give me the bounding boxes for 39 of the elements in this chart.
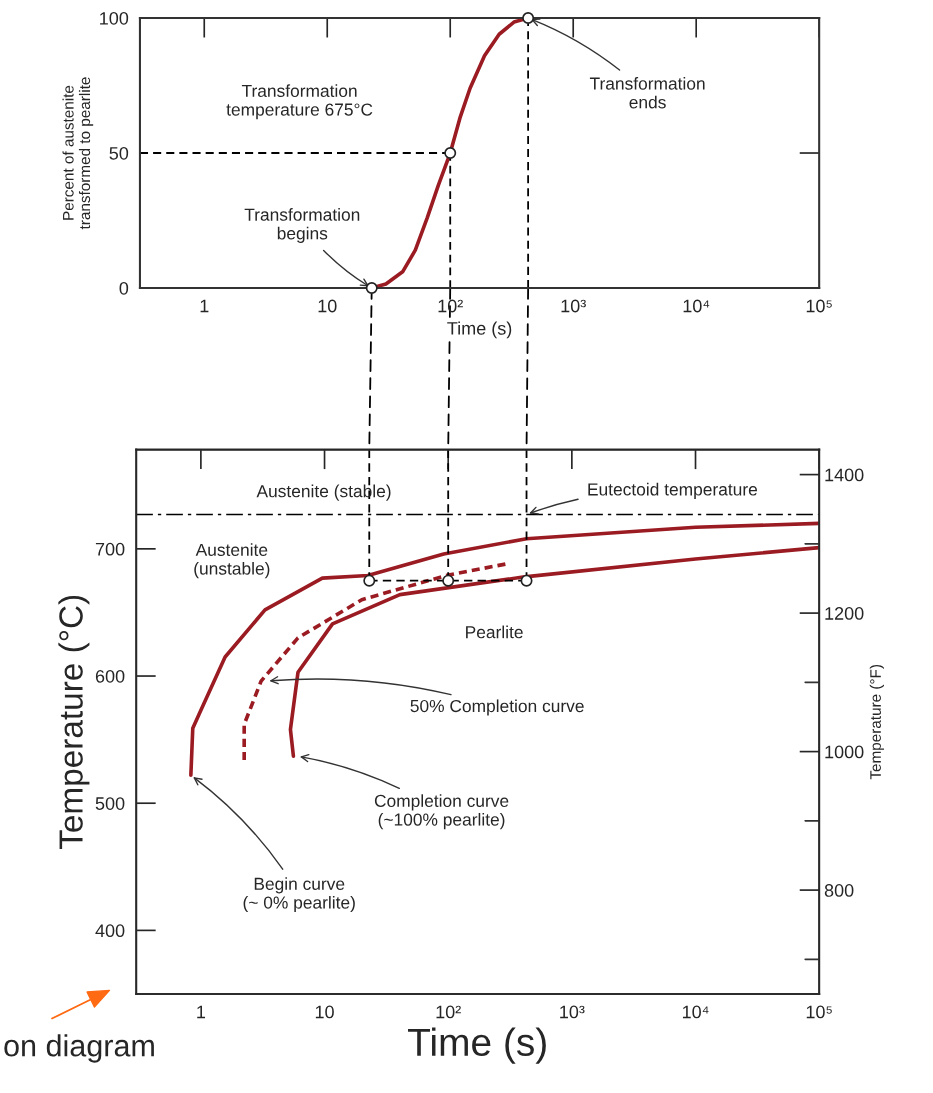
annotation: Transformation begins [244, 208, 360, 243]
x-tick-label: 10² [438, 299, 463, 313]
y2-tick-label: 1400 [825, 468, 864, 482]
annotation: Eutectoid temperature [588, 482, 758, 499]
y2-tick-label: 800 [824, 884, 854, 897]
y-tick-label: 100 [100, 11, 129, 25]
annotation: Completion curve (~100% pearlite) [374, 794, 509, 830]
annotation: Transformation ends [589, 76, 705, 109]
x-tick-label: 1 [197, 1005, 206, 1019]
y-tick-label: 500 [95, 797, 125, 810]
y-tick-label: 0 [119, 281, 129, 295]
x-tick-label: 10⁴ [683, 299, 710, 313]
annotation: Austenite (stable) [256, 484, 391, 501]
y-axis-title: Temperature (°C) [58, 595, 90, 850]
x-tick-label: 10⁵ [806, 1005, 832, 1019]
y2-axis-title: Temperature (°F) [869, 664, 884, 780]
annotation: Transformation temperature 675°C [226, 84, 373, 120]
text: on diagram [4, 1034, 154, 1063]
x-tick-label: 10² [436, 1005, 461, 1019]
annotation: Begin curve (~ 0% pearlite) [243, 877, 355, 913]
y-tick-label: 600 [95, 669, 125, 683]
annotation: Austenite (unstable) [194, 543, 270, 579]
y2-tick-label: 1200 [825, 607, 864, 620]
x-tick-label: 10 [318, 299, 337, 313]
x-tick-label: 10⁴ [682, 1005, 709, 1019]
x-tick-label: 10³ [561, 299, 586, 313]
x-axis-title: Time (s) [408, 1027, 546, 1064]
x-tick-label: 1 [200, 299, 209, 313]
annotation: Pearlite [466, 625, 523, 639]
x-tick-label: 10 [315, 1005, 334, 1019]
y-tick-label: 400 [95, 924, 125, 938]
x-tick-label: 10³ [560, 1005, 585, 1019]
x-axis-title: Time (s) [447, 321, 512, 339]
y-tick-label: 700 [95, 542, 125, 556]
annotation: 50% Completion curve [410, 699, 584, 716]
y-axis-title: Percent of austenite transformed to pearlite [62, 77, 94, 230]
x-tick-label: 10⁵ [806, 299, 832, 313]
y-tick-label: 50 [109, 146, 129, 160]
y2-tick-label: 1000 [825, 745, 864, 759]
